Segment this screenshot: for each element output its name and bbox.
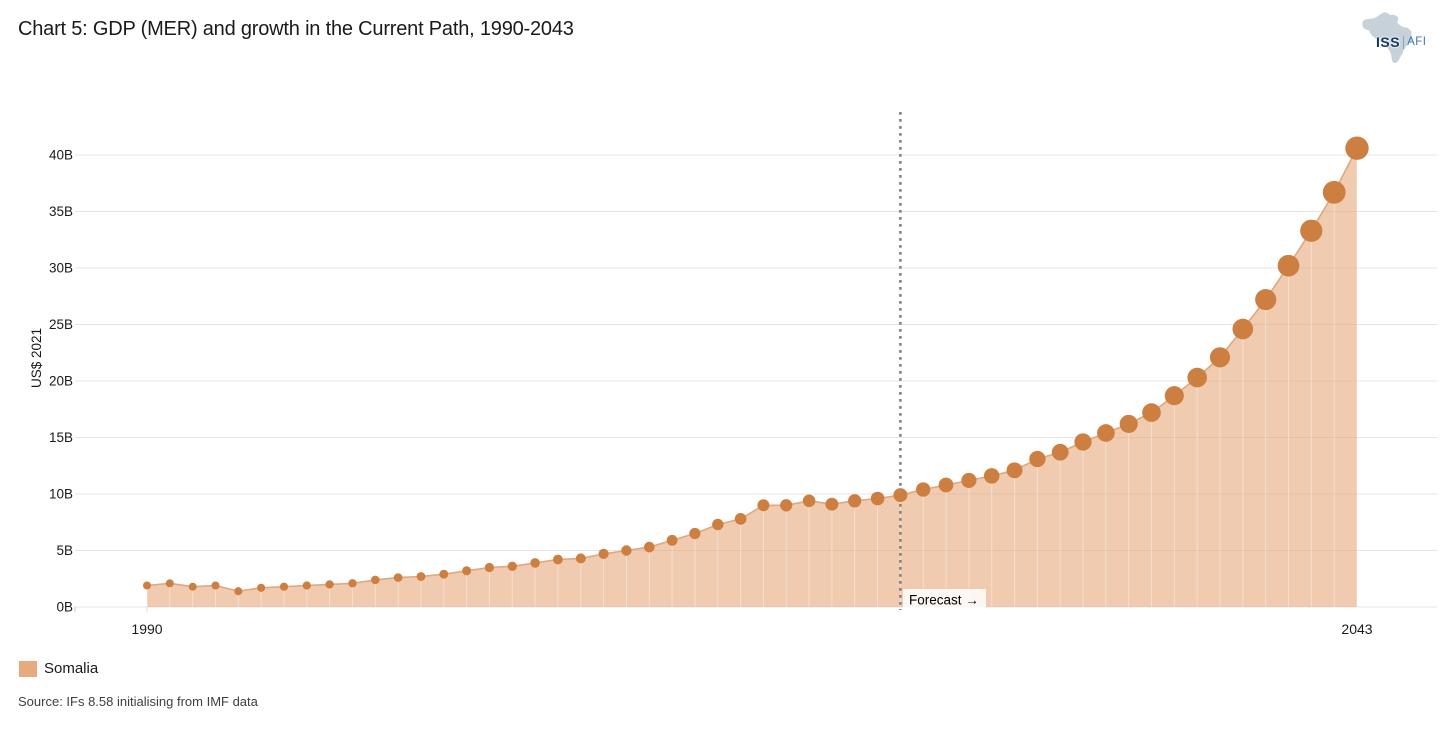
data-point xyxy=(1006,462,1023,479)
data-point xyxy=(371,575,380,585)
data-point xyxy=(1097,424,1115,442)
data-point xyxy=(302,581,311,590)
data-point xyxy=(780,499,793,512)
forecast-label: Forecast → xyxy=(909,593,979,608)
iss-afi-logo: ISS AFI xyxy=(1358,10,1438,66)
logo-iss-label: ISS xyxy=(1376,34,1401,50)
y-axis-tick-labels: 0B 5B 10B 15B 20B 25B 30B 35B 40B xyxy=(49,148,73,615)
y-tick-label: 35B xyxy=(49,204,73,219)
data-point xyxy=(165,579,174,588)
logo-afi-label: AFI xyxy=(1407,36,1427,48)
data-point xyxy=(325,580,334,589)
y-tick-label: 15B xyxy=(49,430,73,445)
data-point xyxy=(575,553,586,564)
data-point xyxy=(757,499,770,512)
data-point xyxy=(621,545,632,556)
area-somalia xyxy=(147,148,1357,607)
data-point xyxy=(870,491,885,506)
data-point xyxy=(848,494,862,508)
chart-title: Chart 5: GDP (MER) and growth in the Cur… xyxy=(18,18,574,40)
data-point xyxy=(439,569,449,579)
data-point xyxy=(1187,367,1207,388)
data-point xyxy=(234,587,243,596)
data-point xyxy=(393,573,403,582)
logo-divider xyxy=(1403,35,1405,49)
year-gridlines xyxy=(146,150,1358,607)
y-tick-label: 10B xyxy=(49,487,73,502)
y-tick-label: 30B xyxy=(49,261,73,276)
legend-label-somalia: Somalia xyxy=(44,660,99,677)
data-point xyxy=(211,581,220,590)
data-point xyxy=(143,581,151,590)
y-tick-label: 0B xyxy=(56,600,73,615)
data-point xyxy=(530,558,540,568)
logo-text: ISS AFI xyxy=(1376,34,1426,50)
data-point xyxy=(416,572,426,581)
data-point xyxy=(1119,414,1138,433)
forecast-label-box xyxy=(903,589,986,610)
data-point xyxy=(1074,433,1092,451)
y-tick-label: 40B xyxy=(49,148,73,163)
data-point xyxy=(1255,289,1277,311)
data-point xyxy=(825,497,839,511)
data-point xyxy=(553,554,563,565)
data-point xyxy=(666,534,678,546)
data-point xyxy=(983,468,1000,484)
data-point xyxy=(279,582,289,591)
x-tick-1990: 1990 xyxy=(131,621,162,637)
data-point xyxy=(712,518,724,531)
legend-swatch-somalia xyxy=(19,660,37,677)
data-point xyxy=(1322,180,1346,204)
data-point xyxy=(1029,450,1046,468)
data-point xyxy=(348,579,357,588)
data-point xyxy=(188,582,197,591)
data-point xyxy=(462,566,472,576)
data-point xyxy=(598,548,609,560)
data-point xyxy=(1209,347,1231,368)
data-point xyxy=(802,494,816,508)
data-point xyxy=(916,482,931,497)
africa-icon xyxy=(1362,12,1413,64)
data-point xyxy=(507,561,517,571)
data-point xyxy=(1300,219,1323,242)
y-axis-title: US$ 2021 xyxy=(29,328,44,388)
data-point xyxy=(893,488,908,503)
data-point xyxy=(484,562,495,573)
data-point xyxy=(1232,318,1254,340)
data-point xyxy=(1051,443,1069,461)
data-point xyxy=(1277,254,1300,277)
data-point xyxy=(643,541,655,553)
y-tick-label: 25B xyxy=(49,317,73,332)
data-point xyxy=(689,527,701,540)
data-points xyxy=(143,136,1369,596)
y-tick-label: 20B xyxy=(49,374,73,389)
data-point xyxy=(1142,403,1161,422)
y-tick-label: 5B xyxy=(56,543,73,558)
data-point xyxy=(257,583,266,592)
data-point xyxy=(734,513,747,525)
x-tick-2043: 2043 xyxy=(1341,621,1372,637)
legend: Somalia xyxy=(19,660,98,677)
source-note: Source: IFs 8.58 initialising from IMF d… xyxy=(18,694,258,709)
data-point xyxy=(1345,136,1369,160)
data-point xyxy=(961,472,977,488)
data-point xyxy=(1164,386,1184,406)
data-point xyxy=(938,477,954,493)
